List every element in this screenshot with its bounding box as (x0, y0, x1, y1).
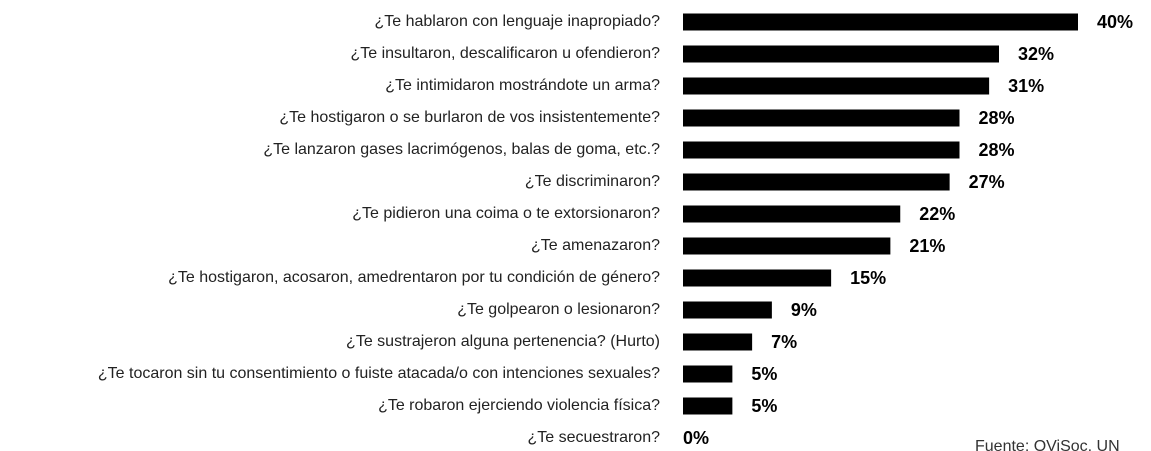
category-label: ¿Te insultaron, descalificaron u ofendie… (350, 45, 660, 62)
source: Fuente: OViSoc, UN (975, 438, 1120, 451)
value-label: 32% (1018, 44, 1054, 64)
bar (683, 237, 891, 255)
category-label: ¿Te amenazaron? (531, 237, 660, 254)
bar (683, 397, 733, 415)
bar (683, 45, 999, 63)
value-label: 0% (683, 428, 709, 448)
bar (683, 173, 950, 191)
value-label: 9% (791, 300, 817, 320)
bar (683, 333, 753, 351)
value-label: 21% (909, 236, 945, 256)
value-label: 28% (979, 140, 1015, 160)
category-label: ¿Te sustrajeron alguna pertenencia? (Hur… (346, 333, 660, 350)
bar (683, 109, 960, 127)
value-label: 31% (1008, 76, 1044, 96)
bar (683, 13, 1078, 31)
category-label: ¿Te hablaron con lenguaje inapropiado? (374, 13, 660, 30)
bar (683, 365, 733, 383)
value-label: 5% (751, 396, 777, 416)
category-label: ¿Te intimidaron mostrándote un arma? (385, 77, 660, 94)
bar (683, 269, 832, 287)
category-label: ¿Te lanzaron gases lacrimógenos, balas d… (263, 141, 660, 158)
category-label: ¿Te golpearon o lesionaron? (457, 301, 660, 318)
category-label: ¿Te discriminaron? (525, 173, 660, 190)
bar (683, 301, 772, 319)
bar (683, 77, 990, 95)
category-label: ¿Te robaron ejerciendo violencia física? (378, 397, 660, 414)
category-label: ¿Te hostigaron, acosaron, amedrentaron p… (168, 269, 660, 286)
category-label: ¿Te pidieron una coima o te extorsionaro… (352, 205, 660, 222)
value-label: 5% (751, 364, 777, 384)
category-label: ¿Te secuestraron? (527, 429, 660, 446)
value-label: 28% (979, 108, 1015, 128)
value-label: 27% (969, 172, 1005, 192)
bar (683, 141, 960, 159)
bar (683, 205, 901, 223)
value-label: 7% (771, 332, 797, 352)
value-label: 22% (919, 204, 955, 224)
category-label: ¿Te hostigaron o se burlaron de vos insi… (279, 109, 660, 126)
value-label: 40% (1097, 12, 1133, 32)
value-label: 15% (850, 268, 886, 288)
category-label: ¿Te tocaron sin tu consentimiento o fuis… (98, 365, 660, 382)
